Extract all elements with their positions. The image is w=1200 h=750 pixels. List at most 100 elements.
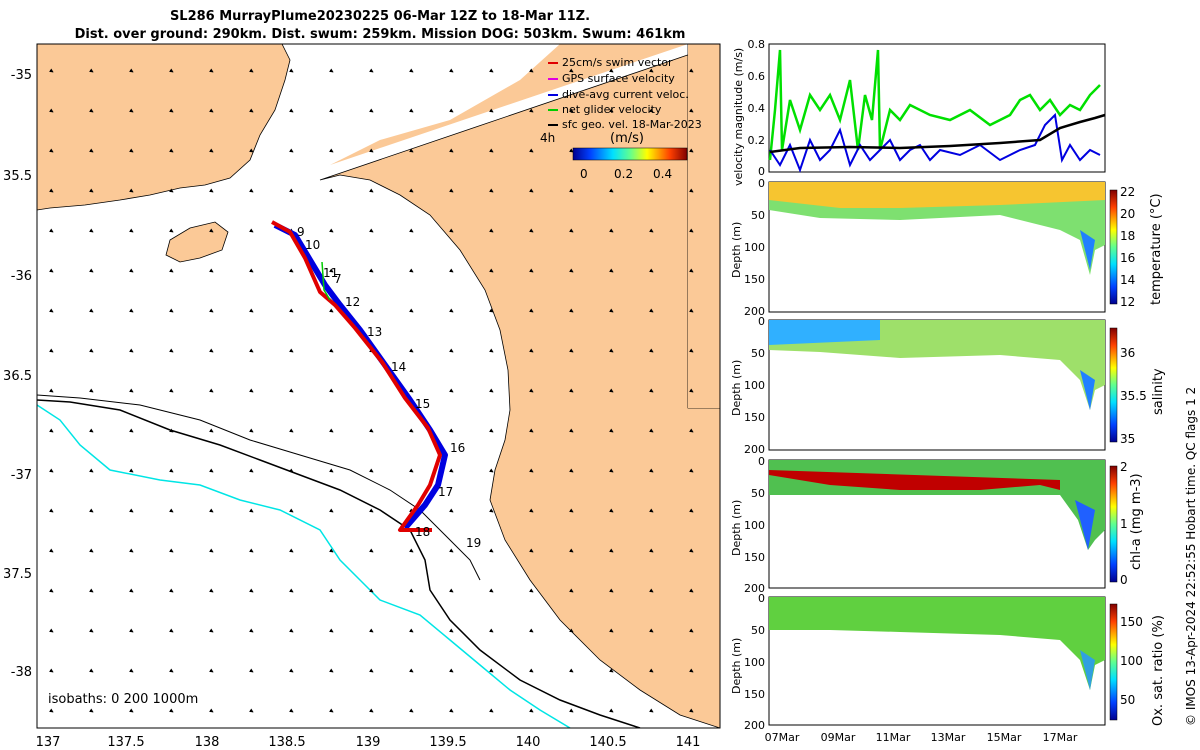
current-arrow bbox=[689, 348, 694, 353]
current-arrow bbox=[409, 108, 414, 113]
oxy-ytick: 200 bbox=[744, 719, 765, 732]
current-arrow bbox=[249, 308, 254, 313]
sal-ytick: 0 bbox=[758, 315, 765, 328]
current-arrow bbox=[489, 308, 494, 313]
day-label: 16 bbox=[450, 441, 465, 455]
current-arrow bbox=[409, 428, 414, 433]
current-arrow bbox=[569, 108, 574, 113]
temp-ytick: 50 bbox=[751, 209, 765, 222]
current-arrow bbox=[209, 188, 214, 193]
current-arrow bbox=[409, 588, 414, 593]
lat-tick: -36 bbox=[11, 269, 32, 284]
lon-tick: 137.5 bbox=[107, 735, 144, 750]
svg-text:Ox. sat. ratio (%): Ox. sat. ratio (%) bbox=[1151, 615, 1166, 726]
current-arrow bbox=[129, 428, 134, 433]
current-arrow bbox=[489, 508, 494, 513]
current-arrow bbox=[89, 348, 94, 353]
current-arrow bbox=[289, 388, 294, 393]
current-arrow bbox=[569, 148, 574, 153]
current-arrow bbox=[169, 388, 174, 393]
lon-tick: 139 bbox=[356, 735, 381, 750]
svg-text:temperature (°C): temperature (°C) bbox=[1149, 193, 1164, 305]
current-arrow bbox=[289, 708, 294, 713]
current-arrow bbox=[289, 308, 294, 313]
svg-text:22: 22 bbox=[1120, 185, 1135, 199]
current-arrow bbox=[369, 628, 374, 633]
current-arrow bbox=[129, 188, 134, 193]
current-arrow bbox=[369, 548, 374, 553]
svg-text:09Mar: 09Mar bbox=[821, 731, 856, 744]
current-arrow bbox=[649, 668, 654, 673]
current-arrow bbox=[649, 508, 654, 513]
svg-text:36: 36 bbox=[1120, 346, 1135, 360]
svg-text:15Mar: 15Mar bbox=[987, 731, 1022, 744]
current-arrow bbox=[489, 188, 494, 193]
current-arrow bbox=[249, 628, 254, 633]
current-arrow bbox=[89, 628, 94, 633]
day-label: 14 bbox=[391, 360, 406, 374]
imos-credit: © IMOS 13-Apr-2024 22:52:55 Hobart time.… bbox=[1184, 387, 1198, 726]
current-arrow bbox=[649, 348, 654, 353]
current-arrow bbox=[489, 588, 494, 593]
current-arrow bbox=[289, 68, 294, 73]
current-arrow bbox=[289, 148, 294, 153]
current-arrow bbox=[609, 708, 614, 713]
current-arrow bbox=[369, 308, 374, 313]
svg-text:11Mar: 11Mar bbox=[876, 731, 911, 744]
current-arrow bbox=[129, 668, 134, 673]
vel-ytick: 0.4 bbox=[748, 102, 766, 115]
svg-text:07Mar: 07Mar bbox=[765, 731, 800, 744]
current-arrow bbox=[169, 508, 174, 513]
velocity-panel: 0.8 0.6 0.4 0.2 0 velocity magnitude (m/… bbox=[732, 38, 1106, 186]
chla-ylabel: Depth (m) bbox=[730, 500, 743, 556]
current-arrow bbox=[329, 68, 334, 73]
oxy-ytick: 0 bbox=[758, 592, 765, 605]
velocity-colorbar bbox=[572, 147, 688, 161]
current-arrow bbox=[649, 68, 654, 73]
current-arrow bbox=[449, 268, 454, 273]
current-arrow bbox=[369, 188, 374, 193]
oxy-ytick: 100 bbox=[744, 656, 765, 669]
current-arrow bbox=[649, 548, 654, 553]
lon-tick: 140 bbox=[516, 735, 541, 750]
current-arrow bbox=[369, 428, 374, 433]
lat-tick: 37.5 bbox=[3, 567, 32, 582]
map-frame bbox=[36, 43, 721, 729]
current-arrow bbox=[689, 108, 694, 113]
current-arrow bbox=[49, 468, 54, 473]
svg-text:150: 150 bbox=[1120, 615, 1143, 629]
map-legend: 25cm/s swim vector GPS surface velocity … bbox=[540, 56, 702, 181]
day-label: 11 bbox=[323, 266, 338, 280]
current-arrow bbox=[249, 388, 254, 393]
current-arrow bbox=[569, 708, 574, 713]
current-arrow bbox=[169, 148, 174, 153]
current-arrow bbox=[209, 468, 214, 473]
chla-ytick: 100 bbox=[744, 519, 765, 532]
current-arrow bbox=[449, 508, 454, 513]
chla-ytick: 0 bbox=[758, 455, 765, 468]
legend-item-label: GPS surface velocity bbox=[562, 72, 675, 85]
current-arrow bbox=[89, 108, 94, 113]
current-arrow bbox=[609, 308, 614, 313]
current-arrow bbox=[249, 348, 254, 353]
current-arrow bbox=[689, 388, 694, 393]
plot-title-line1: SL286 MurrayPlume20230225 06-Mar 12Z to … bbox=[169, 9, 591, 24]
current-arrow bbox=[249, 708, 254, 713]
current-arrow bbox=[409, 388, 414, 393]
current-arrow bbox=[409, 188, 414, 193]
current-arrow bbox=[249, 228, 254, 233]
current-arrow bbox=[689, 588, 694, 593]
current-arrow bbox=[489, 468, 494, 473]
svg-text:20: 20 bbox=[1120, 207, 1135, 221]
current-arrow bbox=[529, 348, 534, 353]
current-arrow bbox=[489, 148, 494, 153]
current-arrow bbox=[209, 228, 214, 233]
sal-ylabel: Depth (m) bbox=[730, 360, 743, 416]
current-arrow bbox=[449, 308, 454, 313]
current-arrow bbox=[89, 228, 94, 233]
current-arrow bbox=[89, 188, 94, 193]
current-arrow bbox=[529, 588, 534, 593]
svg-text:17Mar: 17Mar bbox=[1043, 731, 1078, 744]
current-arrow bbox=[49, 428, 54, 433]
current-arrow bbox=[49, 668, 54, 673]
